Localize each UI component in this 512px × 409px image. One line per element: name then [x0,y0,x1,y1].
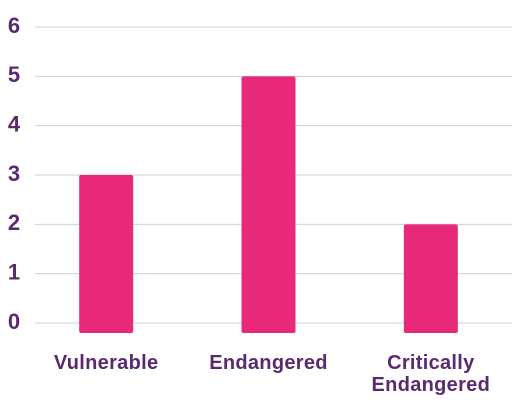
y-tick-label: 5 [8,62,20,87]
y-tick-label: 0 [8,309,20,334]
x-tick-label: Vulnerable [53,352,159,374]
x-tick-label: Critically Endangered [371,352,491,396]
bar [403,224,458,333]
bar [241,76,296,333]
x-tick-label: Endangered [209,352,328,374]
y-tick-label: 6 [8,13,20,38]
y-tick-label: 1 [8,259,20,284]
y-tick-label: 4 [8,111,21,136]
y-tick-label: 3 [8,161,20,186]
y-tick-label: 2 [8,210,20,235]
bar [79,175,134,333]
